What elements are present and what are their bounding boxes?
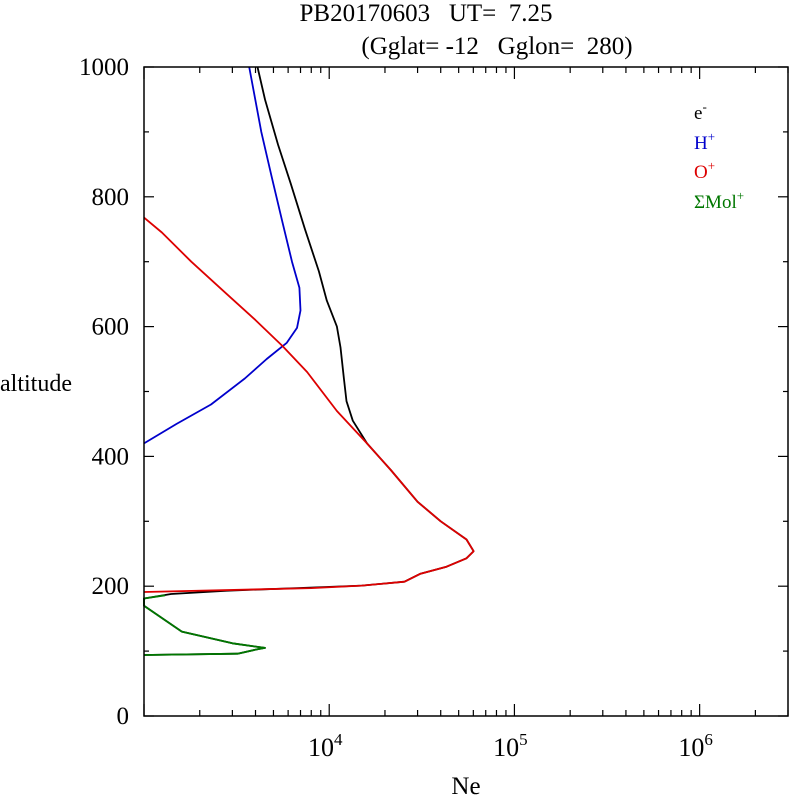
x-tick-label: 106 bbox=[678, 730, 713, 762]
x-tick-label: 105 bbox=[493, 730, 528, 762]
series-layer bbox=[143, 66, 475, 656]
y-tick-label: 400 bbox=[92, 443, 130, 470]
y-tick-labels: 0 200 400 600 800 1000 bbox=[79, 54, 129, 730]
chart-title-line1: PB20170603 UT= 7.25 bbox=[299, 0, 552, 27]
y-tick-label: 1000 bbox=[79, 54, 129, 81]
x-tick-labels: 104 105 106 bbox=[308, 730, 713, 762]
legend: e- H+ O+ ΣMol+ bbox=[694, 99, 744, 213]
legend-entry-2: O+ bbox=[694, 158, 715, 183]
x-axis-label: Ne bbox=[451, 773, 480, 796]
chart-title-line2: (Gglat= -12 Gglon= 280) bbox=[361, 33, 632, 60]
legend-entry-3: ΣMol+ bbox=[694, 188, 744, 213]
series-line-3 bbox=[143, 594, 266, 656]
y-tick-label: 0 bbox=[117, 703, 130, 730]
series-line-1 bbox=[143, 66, 302, 445]
x-tick-label: 104 bbox=[308, 730, 343, 762]
y-tick-label: 200 bbox=[92, 573, 130, 600]
y-axis-label: altitude bbox=[0, 371, 72, 397]
legend-entry-0: e- bbox=[694, 99, 707, 124]
series-line-0 bbox=[143, 66, 475, 656]
series-line-2 bbox=[143, 216, 475, 593]
ticks-layer bbox=[143, 66, 789, 717]
plot-frame bbox=[143, 66, 789, 717]
y-tick-label: 600 bbox=[92, 314, 130, 341]
y-tick-label: 800 bbox=[92, 184, 130, 211]
legend-entry-1: H+ bbox=[694, 129, 715, 154]
